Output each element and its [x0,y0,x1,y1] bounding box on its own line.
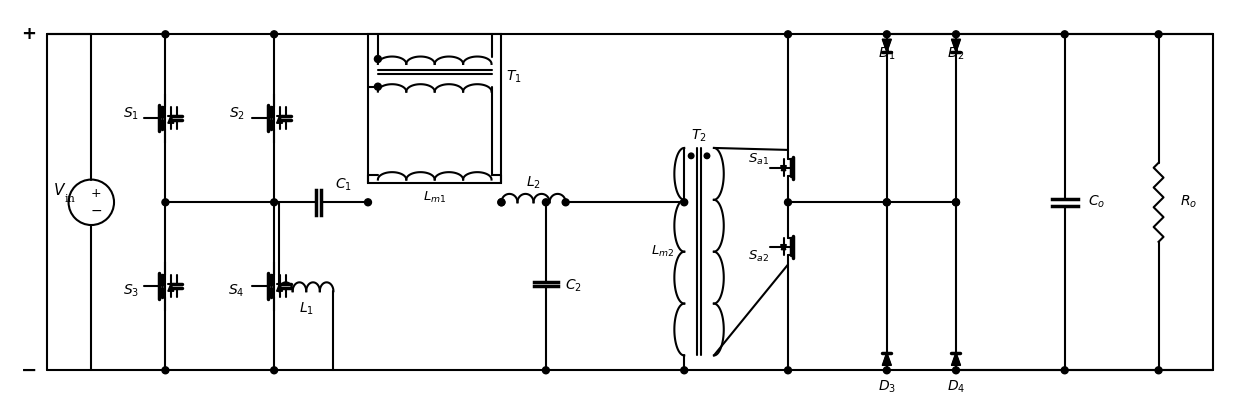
Circle shape [1061,367,1068,374]
Text: $C_o$: $C_o$ [1087,194,1105,211]
Text: $S_1$: $S_1$ [123,105,139,122]
Circle shape [952,199,960,206]
Text: in: in [64,194,74,204]
Circle shape [542,367,549,374]
Text: $V$: $V$ [53,182,66,198]
Circle shape [365,199,372,206]
Text: $C_2$: $C_2$ [565,278,582,294]
Circle shape [688,153,694,159]
Circle shape [704,153,709,159]
Circle shape [374,55,382,63]
Text: $S_{a2}$: $S_{a2}$ [748,249,769,264]
Polygon shape [883,39,892,52]
Circle shape [952,367,960,374]
Circle shape [1156,367,1162,374]
Circle shape [681,367,688,374]
Circle shape [785,31,791,38]
Text: $L_1$: $L_1$ [299,301,314,317]
Circle shape [785,367,791,374]
Polygon shape [167,116,174,123]
Text: +: + [21,25,36,43]
Text: $L_{m1}$: $L_{m1}$ [423,190,446,205]
Circle shape [162,199,169,206]
Circle shape [270,199,278,206]
Circle shape [1061,31,1068,38]
Polygon shape [277,116,283,123]
Text: $T_2$: $T_2$ [691,128,707,144]
Circle shape [1156,31,1162,38]
Circle shape [270,31,278,38]
Text: $S_4$: $S_4$ [228,283,244,299]
Circle shape [952,199,960,206]
Polygon shape [167,284,174,291]
Polygon shape [883,352,892,365]
Polygon shape [781,166,786,171]
Circle shape [883,199,890,206]
Circle shape [785,199,791,206]
FancyBboxPatch shape [368,34,501,182]
Polygon shape [277,284,283,291]
Circle shape [162,31,169,38]
Text: $D_2$: $D_2$ [947,46,965,62]
Text: $T_1$: $T_1$ [506,69,522,85]
Text: $S_{a1}$: $S_{a1}$ [748,152,769,167]
Circle shape [952,31,960,38]
Polygon shape [951,352,961,365]
Circle shape [542,199,549,206]
Circle shape [883,31,890,38]
Circle shape [681,199,688,206]
Circle shape [270,367,278,374]
Circle shape [883,199,890,206]
Circle shape [374,83,382,90]
Text: $D_3$: $D_3$ [878,378,895,395]
Text: $D_4$: $D_4$ [947,378,965,395]
Text: $S_3$: $S_3$ [123,283,139,299]
Circle shape [883,367,890,374]
Text: $L_{m2}$: $L_{m2}$ [651,244,675,259]
Text: $L_2$: $L_2$ [526,174,541,191]
Circle shape [498,199,505,206]
Polygon shape [951,39,961,52]
Polygon shape [781,245,786,250]
Circle shape [498,199,505,206]
Text: $S_2$: $S_2$ [228,105,244,122]
Text: −: − [91,204,102,218]
Circle shape [562,199,569,206]
Text: $C_1$: $C_1$ [335,176,352,193]
Text: $R_o$: $R_o$ [1179,194,1197,211]
Text: $D_1$: $D_1$ [878,46,895,62]
Text: +: + [91,187,102,200]
Circle shape [162,367,169,374]
Text: −: − [21,361,37,380]
